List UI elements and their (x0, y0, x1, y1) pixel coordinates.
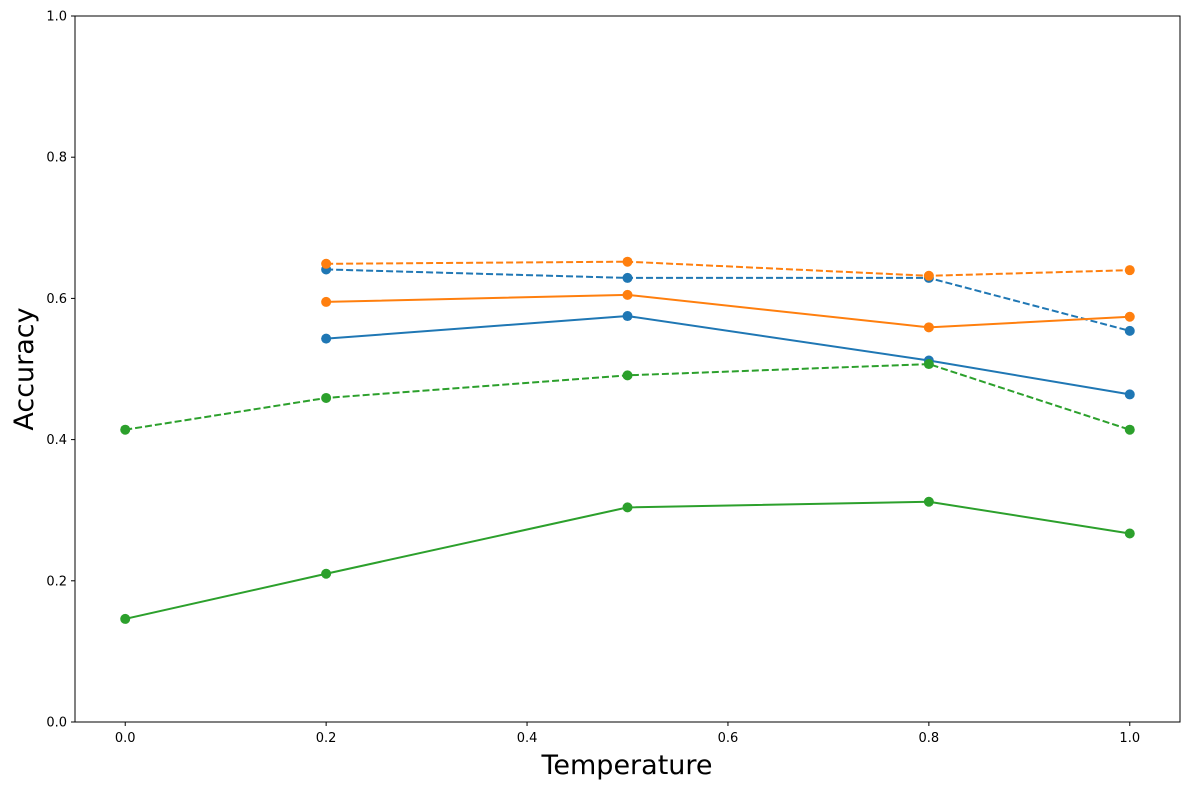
data-point (120, 424, 131, 435)
data-point (622, 289, 633, 300)
data-point (321, 333, 332, 344)
y-tick-label: 0.4 (46, 433, 67, 448)
x-axis-title: Temperature (540, 750, 712, 781)
ticks-layer: 0.0 0.2 0.4 0.6 0.8 1.0 0.0 0.2 0.4 0.6 0.8 1.0 (46, 10, 1140, 747)
data-point (622, 311, 633, 322)
y-tick-label: 0.0 (46, 716, 67, 731)
data-point (321, 392, 332, 403)
data-point (321, 296, 332, 307)
series-3 (321, 289, 1135, 333)
data-point (622, 256, 633, 267)
data-point (1124, 389, 1135, 400)
data-point (1124, 265, 1135, 276)
data-point (622, 370, 633, 381)
y-tick-label: 0.2 (46, 574, 67, 589)
y-tick-label: 0.8 (46, 151, 67, 166)
series-line (326, 293, 1130, 329)
data-point (923, 359, 934, 370)
series-5 (120, 496, 1135, 624)
data-point (622, 272, 633, 283)
plot-frame (74, 15, 1181, 723)
series-1 (321, 311, 1135, 400)
series-line (326, 268, 1131, 332)
x-tick-label: 0.6 (718, 731, 739, 746)
data-point (321, 258, 332, 269)
data-point (1124, 528, 1135, 539)
data-point (321, 568, 332, 579)
x-tick-label: 1.0 (1119, 731, 1140, 746)
data-point (923, 496, 934, 507)
series-layer (120, 256, 1135, 624)
series-line (326, 260, 1130, 277)
x-tick-label: 0.2 (316, 731, 337, 746)
x-tick-label: 0.0 (115, 731, 136, 746)
x-tick-label: 0.8 (919, 731, 940, 746)
data-point (1124, 325, 1135, 336)
plot-area (74, 15, 1181, 723)
series-4 (321, 256, 1135, 281)
y-tick-label: 1.0 (46, 10, 67, 25)
data-point (1124, 424, 1135, 435)
data-point (923, 322, 934, 333)
series-line (326, 315, 1130, 396)
data-point (1124, 311, 1135, 322)
y-axis-title: Accuracy (9, 307, 40, 430)
data-point (120, 613, 131, 624)
x-tick-label: 0.4 (517, 731, 538, 746)
data-point (923, 270, 934, 281)
series-line (125, 500, 1130, 620)
y-tick-label: 0.6 (46, 292, 67, 307)
data-point (622, 502, 633, 513)
series-6 (120, 359, 1135, 435)
